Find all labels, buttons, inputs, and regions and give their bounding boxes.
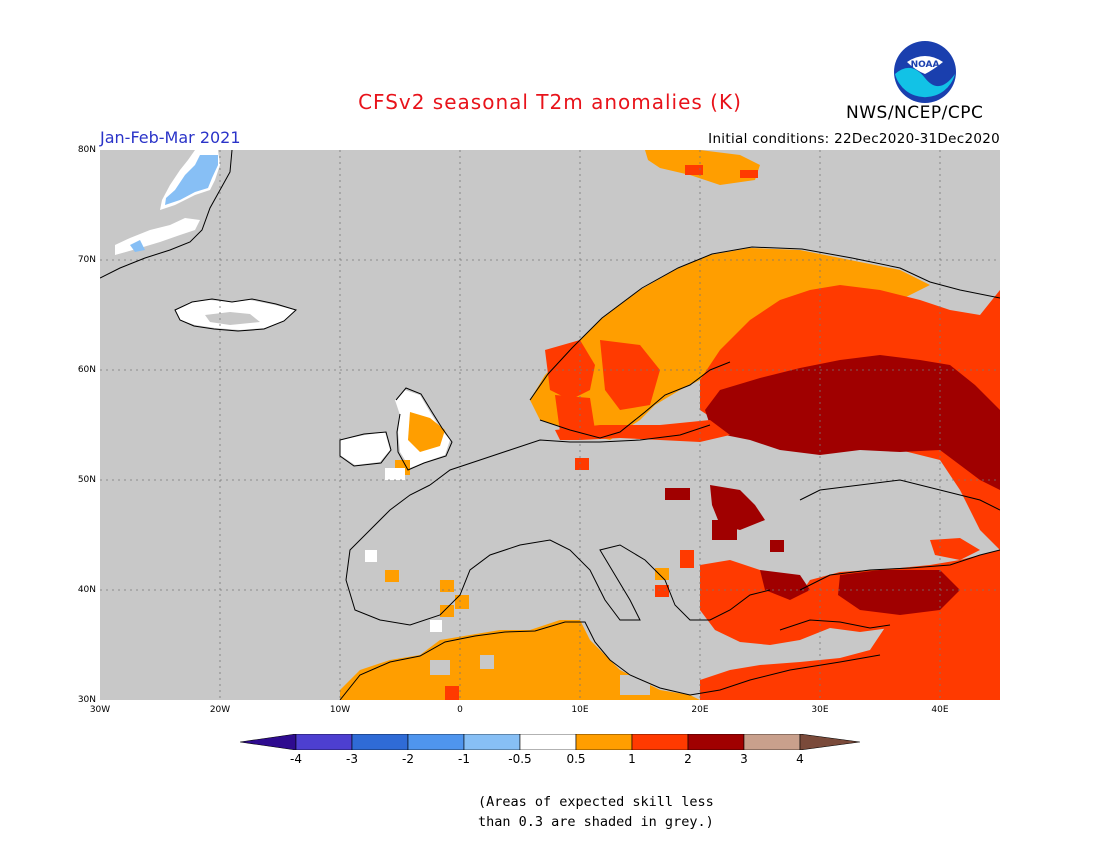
colorbar [240, 734, 860, 750]
ireland-region [340, 432, 390, 465]
colorbar-label: -0.5 [508, 752, 532, 766]
colorbar-label: 4 [796, 752, 804, 766]
lon-tick-30w: 30W [89, 705, 111, 715]
colorbar-swatch-3 [407, 734, 465, 750]
lat-tick-50n: 50N [77, 475, 96, 485]
colorbar-arrow-right [799, 734, 860, 750]
colorbar-label: 2 [684, 752, 692, 766]
lat-tick-80n: 80N [77, 145, 96, 155]
greenland-region [100, 150, 230, 278]
colorbar-label: 1 [628, 752, 636, 766]
lat-tick-60n: 60N [77, 365, 96, 375]
colorbar-label: -4 [290, 752, 302, 766]
colorbar-swatch-2 [351, 734, 409, 750]
western-russia-region [705, 355, 1000, 490]
lon-tick-40e: 40E [931, 705, 949, 715]
footnote-line-1: (Areas of expected skill less [478, 794, 714, 810]
lat-tick-40n: 40N [77, 585, 96, 595]
colorbar-swatch-1 [295, 734, 353, 750]
lon-tick-20e: 20E [691, 705, 709, 715]
noaa-logo: NOAA [894, 41, 956, 103]
lon-tick-0: 0 [457, 705, 463, 715]
logo-text: NOAA [911, 60, 940, 70]
colorbar-label: -3 [346, 752, 358, 766]
skill-footnote: (Areas of expected skill less than 0.3 a… [478, 792, 714, 832]
footnote-line-2: than 0.3 are shaded in grey.) [478, 814, 714, 830]
colorbar-swatch-7 [631, 734, 689, 750]
colorbar-label: -2 [402, 752, 414, 766]
colorbar-label: 3 [740, 752, 748, 766]
colorbar-swatch-4 [463, 734, 521, 750]
map-grid [100, 150, 1000, 700]
initial-conditions: Initial conditions: 22Dec2020-31Dec2020 [708, 131, 1000, 147]
balkans-patch [710, 485, 765, 530]
colorbar-swatch-8 [687, 734, 745, 750]
north-africa-region [340, 620, 700, 700]
anomaly-map [100, 150, 1000, 700]
lon-tick-30e: 30E [811, 705, 829, 715]
colorbar-label: -1 [458, 752, 470, 766]
agency-label: NWS/NCEP/CPC [846, 103, 984, 123]
chart-title: CFSv2 seasonal T2m anomalies (K) [358, 90, 742, 114]
lon-tick-10w: 10W [329, 705, 351, 715]
colorbar-swatch-5 [519, 734, 577, 750]
colorbar-label: 0.5 [566, 752, 586, 766]
lat-tick-30n: 30N [77, 695, 96, 705]
lon-tick-20w: 20W [209, 705, 231, 715]
colorbar-arrow-left [240, 734, 297, 750]
forecast-period: Jan-Feb-Mar 2021 [100, 128, 241, 147]
colorbar-swatch-9 [743, 734, 801, 750]
colorbar-swatch-6 [575, 734, 633, 750]
coastlines [100, 150, 1000, 700]
lat-tick-70n: 70N [77, 255, 96, 265]
lon-tick-10e: 10E [571, 705, 589, 715]
middle-east-region [700, 605, 1000, 700]
